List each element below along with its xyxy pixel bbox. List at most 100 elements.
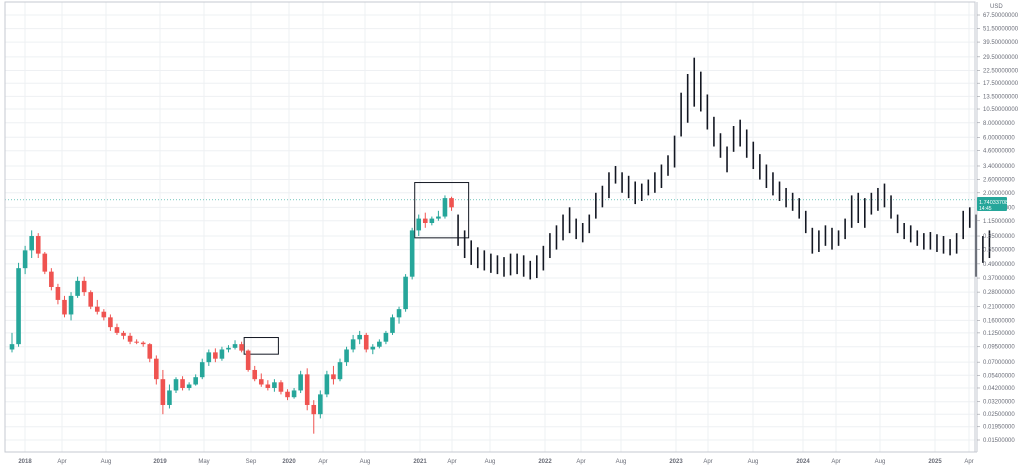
candle <box>121 330 126 340</box>
candle-body <box>9 344 15 350</box>
candle <box>199 358 205 380</box>
candle <box>88 290 94 310</box>
candle <box>390 314 395 335</box>
candle-body <box>16 268 21 345</box>
time-tick-label: 2024 <box>796 459 810 465</box>
candle <box>245 349 251 372</box>
candle <box>140 341 146 347</box>
candle-body <box>180 379 185 388</box>
candle-body <box>226 347 231 350</box>
candle <box>9 332 15 353</box>
candle <box>409 227 415 280</box>
candle <box>180 376 185 391</box>
price-tick-label: 0.01500000 <box>983 438 1015 444</box>
price-tick-label: 29.50000000 <box>983 55 1019 61</box>
candle <box>35 233 41 259</box>
candle-body <box>331 374 336 380</box>
candle <box>114 323 120 335</box>
candle <box>186 382 192 391</box>
candle-body <box>363 334 369 350</box>
price-tick-label: 67.50000000 <box>983 13 1019 19</box>
price-tick-label: 0.12500000 <box>983 331 1015 337</box>
candle-body <box>239 344 244 351</box>
candle-body <box>436 216 441 219</box>
candle <box>311 400 317 434</box>
pattern-box <box>243 337 279 355</box>
price-tick-label: 13.50000000 <box>983 94 1019 100</box>
price-tick-label: 0.05400000 <box>983 373 1015 379</box>
candle-body <box>22 250 28 269</box>
candle-body <box>416 218 422 231</box>
time-tick-label: Apr <box>703 459 712 465</box>
projection-bars <box>457 57 991 280</box>
candle-body <box>127 335 133 342</box>
price-tick-label: 0.28000000 <box>983 290 1015 296</box>
candle-body <box>383 332 389 342</box>
candle <box>429 216 435 226</box>
time-tick-label: Aug <box>748 459 759 465</box>
candle <box>193 374 198 386</box>
candle <box>350 334 356 353</box>
candle <box>383 330 389 345</box>
price-tick-label: 17.50000000 <box>983 81 1019 87</box>
candle <box>285 389 290 401</box>
price-tick-label: 1.15000000 <box>983 219 1015 225</box>
candle <box>304 368 310 411</box>
candle-body <box>403 276 408 310</box>
candle <box>219 346 225 361</box>
candle <box>370 344 376 355</box>
price-tick-label: 8.00000000 <box>983 121 1015 127</box>
candle-body <box>186 384 192 388</box>
price-tick-label: 4.60000000 <box>983 149 1015 155</box>
candle <box>449 196 454 211</box>
time-tick-label: Aug <box>360 459 371 465</box>
candle <box>226 345 231 353</box>
candle-body <box>167 390 172 405</box>
candle-body <box>173 379 179 391</box>
last-price-label: 1.74033708 14:45 <box>977 197 1008 212</box>
candle <box>258 373 264 387</box>
time-tick-label: 2019 <box>153 459 167 465</box>
candle <box>422 212 428 228</box>
time-tick-label: 2021 <box>413 459 427 465</box>
candle <box>298 370 303 394</box>
candle-body <box>219 349 225 359</box>
candle-body <box>429 218 435 223</box>
candle-body <box>285 391 290 398</box>
time-axis[interactable]: 2018 Apr Aug 2019 May Sep 2020 Apr Aug 2021 Apr Aug… <box>5 451 977 465</box>
price-tick-label: 0.49000000 <box>983 262 1015 268</box>
time-tick-label: Sep <box>246 459 257 465</box>
time-tick-label: 2023 <box>669 459 683 465</box>
gridlines <box>5 2 975 452</box>
candle <box>442 195 448 219</box>
candle-body <box>278 382 284 392</box>
candle <box>16 262 21 347</box>
candle-body <box>101 311 107 318</box>
candle-body <box>324 374 330 395</box>
time-tick-label: Aug <box>616 459 627 465</box>
candle <box>377 339 382 349</box>
candle <box>331 365 336 385</box>
candle <box>81 276 87 296</box>
candle <box>134 339 139 345</box>
candle-body <box>344 349 349 363</box>
candle-body <box>396 309 402 318</box>
last-price-value: 1.74033708 <box>979 200 1008 206</box>
candle-body <box>291 390 297 398</box>
candle-body <box>55 286 61 300</box>
candle-body <box>121 332 126 336</box>
candle-body <box>68 295 74 315</box>
candle-body <box>337 362 343 380</box>
currency-label: USD <box>990 4 1003 10</box>
candle <box>42 251 48 275</box>
candle <box>239 341 244 353</box>
historical-candles <box>9 195 454 434</box>
time-tick-label: Aug <box>101 459 112 465</box>
price-tick-label: 0.37000000 <box>983 276 1015 282</box>
candle <box>363 332 369 353</box>
candle <box>147 343 153 363</box>
candle-body <box>442 198 448 217</box>
price-tick-label: 0.01950000 <box>983 425 1015 431</box>
candle-body <box>213 352 218 359</box>
